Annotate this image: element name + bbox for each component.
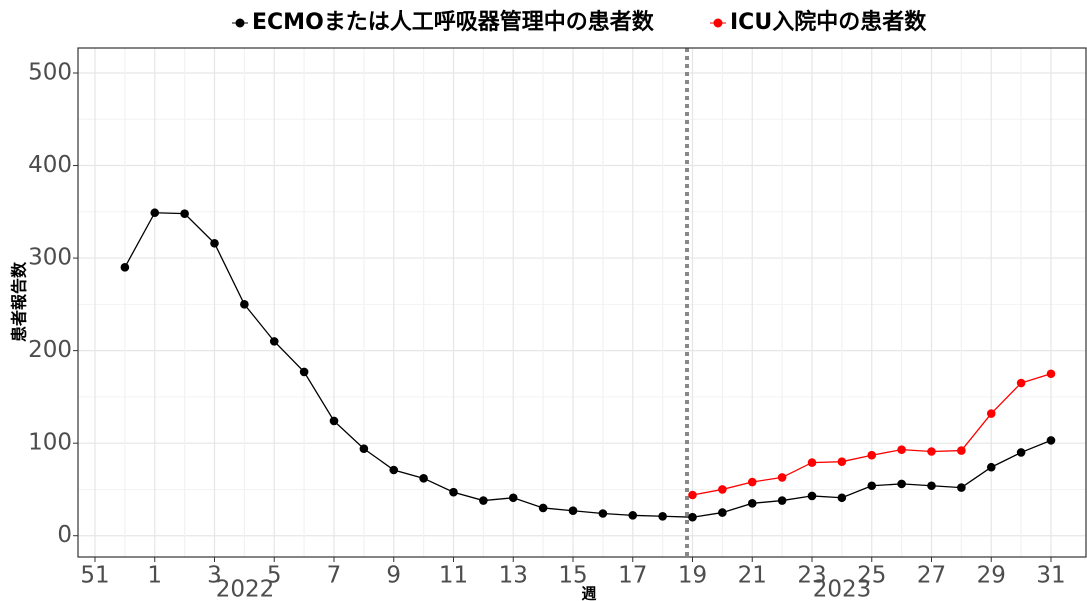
data-point (688, 490, 697, 500)
data-point (897, 479, 906, 489)
data-point (180, 209, 189, 218)
x-tick-label: 27 (917, 563, 946, 589)
data-point (897, 445, 906, 454)
x-tick-label: 3 (207, 563, 222, 589)
x-tick-label: 23 (797, 563, 826, 589)
x-tick-label: 13 (499, 563, 528, 589)
legend-label: ECMOまたは人工呼吸器管理中の患者数 (252, 9, 655, 35)
data-point (359, 444, 369, 454)
data-point (120, 263, 130, 272)
y-tick-label: 400 (28, 152, 72, 178)
x-tick-label: 7 (327, 563, 342, 589)
y-tick-label: 300 (28, 245, 72, 271)
year-label: 2022 (216, 577, 275, 601)
plot-border (77, 47, 1087, 558)
data-point (807, 491, 817, 501)
y-tick-label: 500 (28, 59, 72, 85)
data-point (1046, 369, 1056, 379)
x-tick-label: 51 (80, 563, 109, 589)
x-tick-label: 5 (267, 563, 282, 589)
x-tick-label: 11 (439, 563, 468, 589)
data-point (269, 337, 279, 346)
x-tick-label: 15 (558, 563, 587, 589)
data-point (568, 506, 578, 516)
data-point (628, 511, 638, 520)
data-point (150, 208, 160, 218)
y-tick-label: 100 (28, 430, 72, 456)
data-point (449, 487, 458, 497)
data-point (718, 508, 727, 517)
data-point (598, 509, 608, 518)
data-point (658, 511, 667, 521)
x-tick-label: 17 (618, 563, 647, 589)
data-point (837, 457, 847, 466)
y-tick-label: 200 (28, 337, 72, 363)
data-point (299, 367, 309, 377)
data-point (777, 473, 787, 482)
data-point (1016, 448, 1026, 457)
data-point (927, 481, 936, 491)
data-point (867, 450, 877, 460)
data-point (479, 496, 488, 505)
x-axis-label: 週 (581, 585, 596, 601)
legend-label: ICU入院中の患者数 (730, 9, 927, 35)
marks (120, 208, 1056, 522)
x-tick-label: 9 (386, 563, 401, 589)
data-point (867, 481, 877, 491)
year-label: 2023 (813, 577, 872, 601)
data-point (419, 474, 428, 483)
data-point (688, 512, 697, 522)
data-point (927, 447, 936, 456)
data-point (210, 238, 219, 248)
series-line (124, 212, 1052, 518)
x-tick-label: 29 (977, 563, 1006, 589)
plot-area (78, 48, 1086, 557)
data-point (508, 493, 518, 503)
data-point (329, 416, 339, 426)
grid (78, 48, 1086, 557)
x-tick-label: 25 (857, 563, 886, 589)
x-tick-label: 1 (147, 563, 162, 589)
data-point (1046, 436, 1056, 445)
data-point (957, 446, 966, 455)
data-point (957, 483, 966, 492)
data-point (747, 499, 757, 508)
y-tick-label: 0 (57, 522, 72, 548)
data-point (777, 496, 787, 505)
x-tick-label: 31 (1036, 563, 1065, 589)
x-tick-label: 19 (678, 563, 707, 589)
data-point (807, 458, 817, 467)
x-tick-label: 21 (738, 563, 767, 589)
data-point (837, 493, 847, 503)
data-point (389, 465, 399, 475)
data-point (240, 300, 249, 309)
data-point (538, 503, 548, 513)
data-point (986, 409, 996, 418)
data-point (747, 477, 757, 487)
y-axis-label: 患者報告数 (10, 261, 29, 342)
data-point (986, 462, 996, 472)
data-point (1016, 378, 1026, 388)
data-point (718, 485, 727, 494)
